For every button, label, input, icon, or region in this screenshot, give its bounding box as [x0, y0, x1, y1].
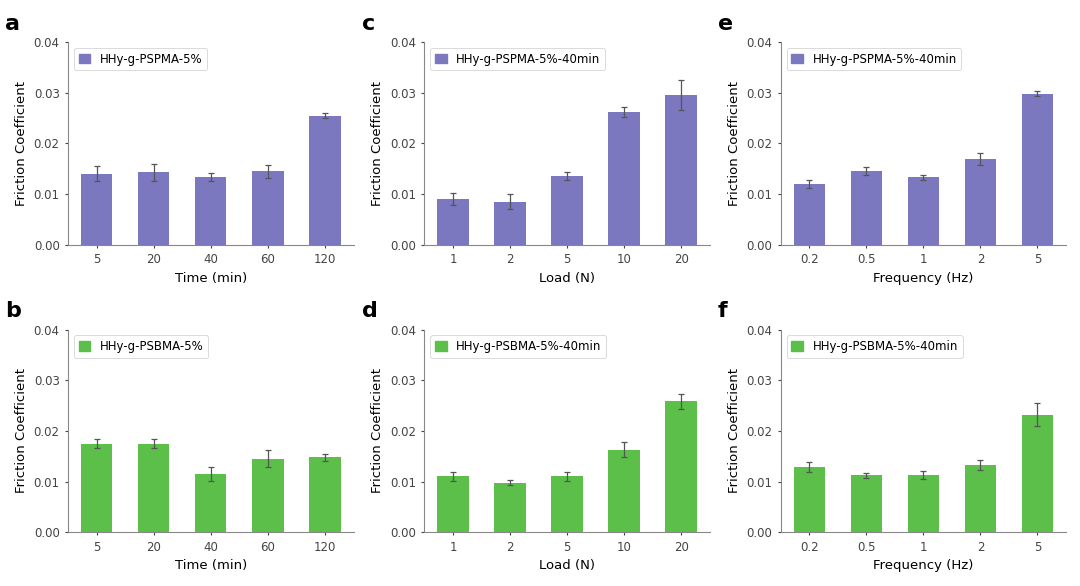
Legend: HHy-g-PSPMA-5%: HHy-g-PSPMA-5% — [73, 48, 207, 70]
Bar — [309, 457, 340, 532]
Legend: HHy-g-PSBMA-5%: HHy-g-PSBMA-5% — [73, 335, 208, 358]
Bar — [252, 459, 284, 532]
Bar — [1022, 94, 1053, 245]
X-axis label: Frequency (Hz): Frequency (Hz) — [874, 272, 973, 285]
Y-axis label: Friction Coefficient: Friction Coefficient — [15, 81, 28, 206]
Bar — [608, 449, 639, 532]
Bar — [964, 465, 996, 532]
Y-axis label: Friction Coefficient: Friction Coefficient — [728, 369, 741, 493]
Legend: HHy-g-PSPMA-5%-40min: HHy-g-PSPMA-5%-40min — [786, 48, 961, 70]
Bar — [552, 476, 583, 532]
Bar — [495, 482, 526, 532]
Text: b: b — [5, 301, 22, 322]
Text: d: d — [362, 301, 377, 322]
Bar — [794, 184, 825, 245]
Y-axis label: Friction Coefficient: Friction Coefficient — [372, 81, 384, 206]
Bar — [1022, 415, 1053, 532]
X-axis label: Load (N): Load (N) — [539, 559, 595, 572]
Bar — [552, 176, 583, 245]
Bar — [608, 112, 639, 245]
Text: a: a — [5, 14, 21, 34]
Bar — [138, 172, 170, 245]
Y-axis label: Friction Coefficient: Friction Coefficient — [15, 369, 28, 493]
X-axis label: Load (N): Load (N) — [539, 272, 595, 285]
X-axis label: Time (min): Time (min) — [175, 559, 247, 572]
Text: c: c — [362, 14, 375, 34]
Bar — [665, 96, 697, 245]
Y-axis label: Friction Coefficient: Friction Coefficient — [372, 369, 384, 493]
Bar — [495, 202, 526, 245]
Bar — [81, 444, 112, 532]
Bar — [252, 171, 284, 245]
Legend: HHy-g-PSPMA-5%-40min: HHy-g-PSPMA-5%-40min — [430, 48, 605, 70]
Text: f: f — [718, 301, 728, 322]
Bar — [195, 474, 227, 532]
Legend: HHy-g-PSBMA-5%-40min: HHy-g-PSBMA-5%-40min — [786, 335, 962, 358]
Bar — [665, 401, 697, 532]
Bar — [964, 159, 996, 245]
Bar — [907, 178, 940, 245]
Y-axis label: Friction Coefficient: Friction Coefficient — [728, 81, 741, 206]
X-axis label: Time (min): Time (min) — [175, 272, 247, 285]
Bar — [851, 171, 882, 245]
Legend: HHy-g-PSBMA-5%-40min: HHy-g-PSBMA-5%-40min — [430, 335, 606, 358]
Bar — [309, 115, 340, 245]
Bar — [81, 174, 112, 245]
Bar — [907, 475, 940, 532]
Text: e: e — [718, 14, 733, 34]
X-axis label: Frequency (Hz): Frequency (Hz) — [874, 559, 973, 572]
Bar — [138, 444, 170, 532]
Bar — [437, 199, 469, 245]
Bar — [195, 178, 227, 245]
Bar — [794, 468, 825, 532]
Bar — [437, 476, 469, 532]
Bar — [851, 475, 882, 532]
